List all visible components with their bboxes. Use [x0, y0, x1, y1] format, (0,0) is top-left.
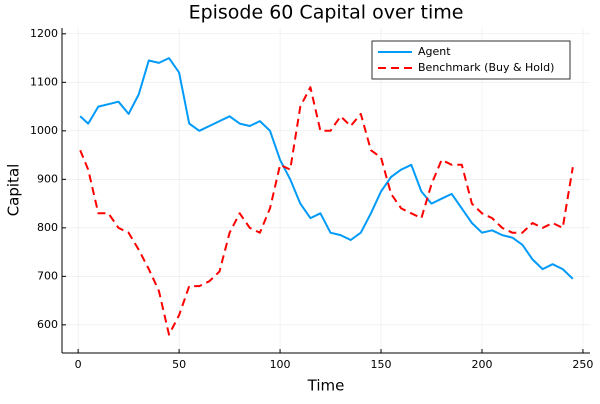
legend-label: Benchmark (Buy & Hold) [418, 61, 554, 74]
x-tick-label: 200 [471, 358, 492, 371]
x-tick-label: 250 [572, 358, 593, 371]
y-axis-label: Capital [5, 164, 23, 217]
x-tick-label: 50 [172, 358, 186, 371]
legend-box [371, 40, 571, 80]
y-tick-label: 1000 [30, 124, 58, 137]
chart-title: Episode 60 Capital over time [189, 2, 464, 24]
x-tick-label: 0 [75, 358, 82, 371]
series-line [79, 86, 574, 336]
y-tick-label: 1100 [30, 75, 58, 88]
y-tick-label: 1200 [30, 27, 58, 40]
series-line [79, 57, 574, 280]
y-tick-label: 800 [37, 221, 58, 234]
y-tick-label: 700 [37, 269, 58, 282]
legend-label: Agent [418, 45, 451, 58]
y-tick-label: 900 [37, 172, 58, 185]
y-tick-label: 600 [37, 318, 58, 331]
x-axis-label: Time [307, 377, 345, 395]
x-tick-label: 150 [371, 358, 392, 371]
x-tick-label: 100 [270, 358, 291, 371]
